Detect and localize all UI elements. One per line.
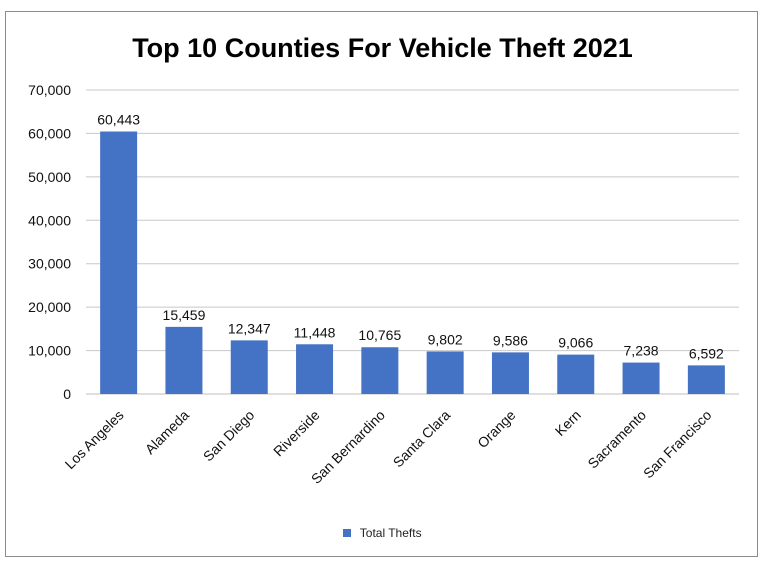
y-tick-label: 10,000 [28,343,71,359]
x-axis-ticks: Los Angeles Alameda San Diego Riverside San … [62,407,715,487]
x-tick-label: Riverside [270,407,323,460]
data-label: 9,802 [428,331,463,347]
y-tick-label: 50,000 [28,169,71,185]
data-label: 12,347 [228,320,271,336]
bars [100,131,725,394]
y-tick-label: 70,000 [28,82,71,98]
y-tick-label: 20,000 [28,299,71,315]
y-axis-ticks: 0 10,000 20,000 30,000 40,000 50,000 60,000 70,… [28,82,71,402]
x-tick-label: Santa Clara [390,407,454,471]
bar [361,347,399,394]
bar [100,131,138,394]
bar [230,340,268,394]
x-tick-label: Kern [552,407,584,439]
x-tick-label: San Diego [200,407,258,465]
bar [491,352,529,394]
data-label: 11,448 [294,324,336,340]
bar [426,351,464,394]
data-label: 15,459 [163,307,206,323]
bar [687,365,725,394]
data-label: 9,586 [493,332,528,348]
legend: Total Thefts [0,525,765,540]
x-tick-label: Alameda [142,407,193,458]
x-tick-label: San Francisco [640,407,715,482]
data-label: 6,592 [689,345,724,361]
x-tick-label: Orange [474,407,518,451]
bar [165,326,203,394]
x-tick-label: Sacramento [584,407,649,472]
bar [622,362,660,394]
legend-swatch [343,528,352,537]
data-label: 9,066 [558,335,593,351]
bar [296,344,334,394]
data-labels: 60,443 15,459 12,347 11,448 10,765 9,802 9,586… [97,112,724,362]
y-tick-label: 30,000 [28,256,71,272]
y-tick-label: 60,000 [28,125,71,141]
data-label: 10,765 [358,327,401,343]
y-tick-label: 0 [63,386,71,402]
y-tick-label: 40,000 [28,212,71,228]
data-label: 60,443 [97,112,140,128]
chart-title: Top 10 Counties For Vehicle Theft 2021 [132,33,633,63]
legend-label: Total Thefts [359,525,422,540]
x-tick-label: Los Angeles [62,407,127,472]
bar [557,354,595,394]
data-label: 7,238 [624,343,659,359]
